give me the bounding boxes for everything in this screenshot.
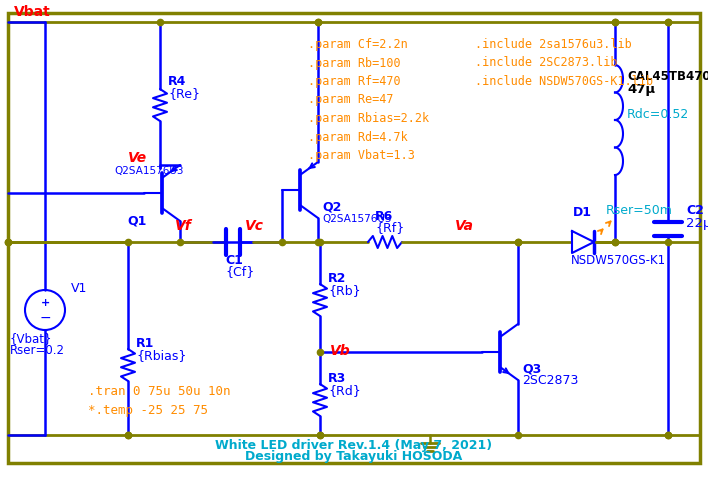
Text: Ve: Ve [128,151,147,165]
Text: 47μ: 47μ [627,83,655,96]
Text: {Re}: {Re} [168,87,200,100]
Text: Vbat: Vbat [14,5,51,19]
Text: 22μ: 22μ [686,216,708,229]
Text: .include 2sa1576u3.lib
.include 2SC2873.lib
.include NSDW570GS-K1.lib: .include 2sa1576u3.lib .include 2SC2873.… [475,38,653,88]
Text: Q3: Q3 [522,362,541,375]
Text: Rser=0.2: Rser=0.2 [10,344,65,357]
Text: Vf: Vf [175,219,192,233]
Text: White LED driver Rev.1.4 (May 7, 2021): White LED driver Rev.1.4 (May 7, 2021) [215,439,493,452]
Text: NSDW570GS-K1: NSDW570GS-K1 [571,254,666,267]
Text: Vb: Vb [330,344,350,358]
Text: R1: R1 [136,337,154,350]
Text: R2: R2 [328,272,346,285]
Text: D1: D1 [573,206,592,219]
Text: Designed by Takayuki HOSODA: Designed by Takayuki HOSODA [246,450,462,463]
Text: Q2SA1576U3: Q2SA1576U3 [114,166,183,176]
Text: V1: V1 [71,282,87,295]
Text: C1: C1 [225,254,243,267]
Text: Q1: Q1 [127,215,147,228]
Text: 2SC2873: 2SC2873 [522,374,578,387]
Text: R4: R4 [168,75,186,88]
Text: Va: Va [455,219,474,233]
Text: Vc: Vc [245,219,264,233]
Text: −: − [39,311,51,325]
Text: {Cf}: {Cf} [225,265,254,278]
Text: .tran 0 75u 50u 10n
*.temp -25 25 75: .tran 0 75u 50u 10n *.temp -25 25 75 [88,385,231,417]
Text: {Rb}: {Rb} [328,284,360,297]
Text: R6: R6 [375,210,393,223]
Text: {Rbias}: {Rbias} [136,349,186,362]
Text: Q2: Q2 [322,200,341,213]
Text: {Rd}: {Rd} [328,384,361,397]
Text: {Vbat}: {Vbat} [10,332,52,345]
Text: R3: R3 [328,372,346,385]
Text: {Rf}: {Rf} [375,221,404,234]
Text: Rdc=0.52: Rdc=0.52 [627,108,690,121]
Text: Q2SA1576U3: Q2SA1576U3 [322,214,392,224]
Text: C2: C2 [686,204,704,216]
Text: .param Cf=2.2n
.param Rb=100
.param Rf=470
.param Re=47
.param Rbias=2.2k
.param: .param Cf=2.2n .param Rb=100 .param Rf=4… [308,38,429,162]
Text: +: + [40,298,50,308]
Text: CAL45TB470K: CAL45TB470K [627,70,708,83]
Text: Rser=50m: Rser=50m [606,204,673,216]
